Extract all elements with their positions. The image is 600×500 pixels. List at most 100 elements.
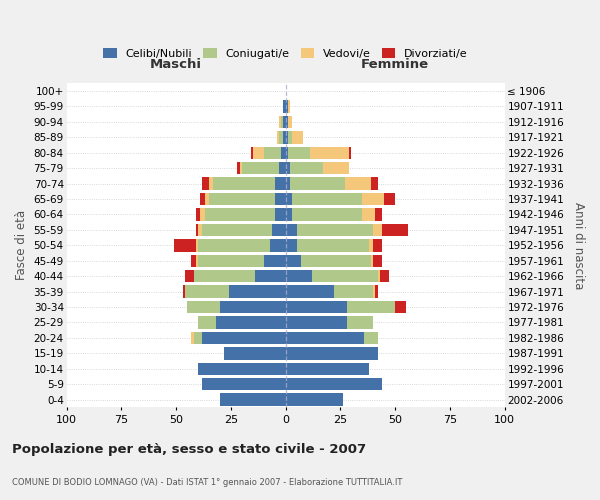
Bar xyxy=(286,239,296,252)
Bar xyxy=(286,193,292,205)
Bar xyxy=(286,347,377,360)
Bar xyxy=(202,378,286,390)
Bar xyxy=(286,362,369,375)
Bar xyxy=(301,254,371,267)
Bar xyxy=(334,286,373,298)
Bar xyxy=(286,394,343,406)
Bar xyxy=(362,208,376,220)
Bar xyxy=(182,286,185,298)
Bar xyxy=(382,224,408,236)
Bar xyxy=(296,239,369,252)
Bar xyxy=(286,208,292,220)
Bar xyxy=(362,193,384,205)
Bar xyxy=(198,239,270,252)
Bar xyxy=(286,162,290,174)
Bar xyxy=(286,116,288,128)
Bar xyxy=(286,131,288,143)
Bar xyxy=(288,100,290,112)
Bar xyxy=(286,178,290,190)
Bar xyxy=(369,239,373,252)
Bar xyxy=(209,193,275,205)
Bar xyxy=(279,131,283,143)
Y-axis label: Anni di nascita: Anni di nascita xyxy=(572,202,585,289)
Bar xyxy=(220,394,286,406)
Bar xyxy=(198,224,202,236)
Bar xyxy=(371,178,377,190)
Bar xyxy=(283,116,286,128)
Bar xyxy=(200,193,205,205)
Bar xyxy=(174,239,196,252)
Y-axis label: Fasce di età: Fasce di età xyxy=(15,210,28,280)
Bar xyxy=(224,347,286,360)
Bar xyxy=(290,162,323,174)
Text: COMUNE DI BODIO LOMNAGO (VA) - Dati ISTAT 1° gennaio 2007 - Elaborazione TUTTITA: COMUNE DI BODIO LOMNAGO (VA) - Dati ISTA… xyxy=(12,478,403,487)
Bar xyxy=(296,224,373,236)
Bar xyxy=(288,146,310,159)
Bar xyxy=(200,208,205,220)
Bar xyxy=(229,286,286,298)
Bar xyxy=(215,316,286,328)
Bar xyxy=(198,316,215,328)
Bar xyxy=(279,162,286,174)
Bar xyxy=(196,224,198,236)
Bar xyxy=(239,162,242,174)
Bar xyxy=(286,270,312,282)
Bar xyxy=(275,208,286,220)
Bar xyxy=(376,286,377,298)
Bar xyxy=(371,254,373,267)
Bar xyxy=(255,270,286,282)
Bar xyxy=(281,116,283,128)
Bar xyxy=(312,270,377,282)
Bar xyxy=(198,362,286,375)
Bar xyxy=(198,254,264,267)
Bar xyxy=(286,301,347,313)
Bar xyxy=(196,208,200,220)
Bar xyxy=(194,332,202,344)
Bar xyxy=(292,193,362,205)
Bar xyxy=(347,316,373,328)
Bar xyxy=(286,332,364,344)
Bar xyxy=(310,146,349,159)
Bar xyxy=(238,162,239,174)
Bar xyxy=(345,178,371,190)
Bar xyxy=(286,146,288,159)
Bar xyxy=(279,116,281,128)
Bar xyxy=(290,178,345,190)
Bar xyxy=(191,254,196,267)
Bar xyxy=(270,239,286,252)
Bar xyxy=(286,224,296,236)
Bar xyxy=(281,146,286,159)
Bar xyxy=(264,146,281,159)
Bar xyxy=(283,100,286,112)
Bar xyxy=(292,131,303,143)
Bar xyxy=(376,208,382,220)
Bar xyxy=(380,270,389,282)
Text: Popolazione per età, sesso e stato civile - 2007: Popolazione per età, sesso e stato civil… xyxy=(12,442,366,456)
Bar xyxy=(395,301,406,313)
Bar xyxy=(377,270,380,282)
Bar xyxy=(205,208,275,220)
Bar xyxy=(286,100,288,112)
Bar xyxy=(253,146,264,159)
Bar xyxy=(373,254,382,267)
Bar xyxy=(373,224,382,236)
Bar xyxy=(272,224,286,236)
Bar xyxy=(202,178,209,190)
Bar xyxy=(214,178,275,190)
Bar xyxy=(286,378,382,390)
Bar xyxy=(286,286,334,298)
Bar xyxy=(323,162,349,174)
Legend: Celibi/Nubili, Coniugati/e, Vedovi/e, Divorziati/e: Celibi/Nubili, Coniugati/e, Vedovi/e, Di… xyxy=(99,44,472,63)
Bar xyxy=(242,162,279,174)
Bar xyxy=(373,239,382,252)
Bar xyxy=(292,208,362,220)
Text: Femmine: Femmine xyxy=(361,58,429,71)
Bar xyxy=(185,270,194,282)
Bar xyxy=(202,332,286,344)
Bar xyxy=(373,286,376,298)
Bar xyxy=(275,193,286,205)
Bar xyxy=(364,332,377,344)
Bar xyxy=(202,224,272,236)
Bar xyxy=(194,270,255,282)
Bar xyxy=(286,316,347,328)
